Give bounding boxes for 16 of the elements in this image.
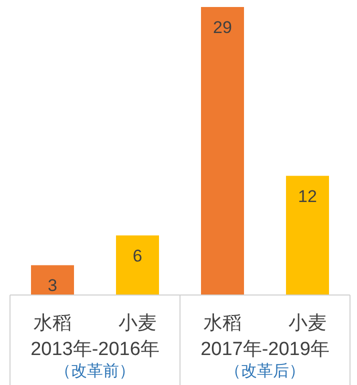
data-label: 12 xyxy=(298,186,317,206)
x-tick-label: 小麦 xyxy=(118,313,156,334)
text: （改革后） xyxy=(225,362,305,380)
bar xyxy=(116,235,159,295)
bar xyxy=(201,7,244,295)
data-label: 3 xyxy=(48,276,58,296)
text: 2013年-2016年 xyxy=(30,339,160,360)
bar xyxy=(31,265,74,295)
bar xyxy=(286,176,329,295)
text: （改革前） xyxy=(55,362,135,380)
data-label: 29 xyxy=(213,18,232,37)
text: 2017年-2019年 xyxy=(200,339,330,360)
x-tick-label: 水稻 xyxy=(204,313,242,334)
x-tick-label: 水稻 xyxy=(34,313,72,334)
data-label: 6 xyxy=(132,246,142,266)
x-tick-label: 小麦 xyxy=(288,313,326,334)
